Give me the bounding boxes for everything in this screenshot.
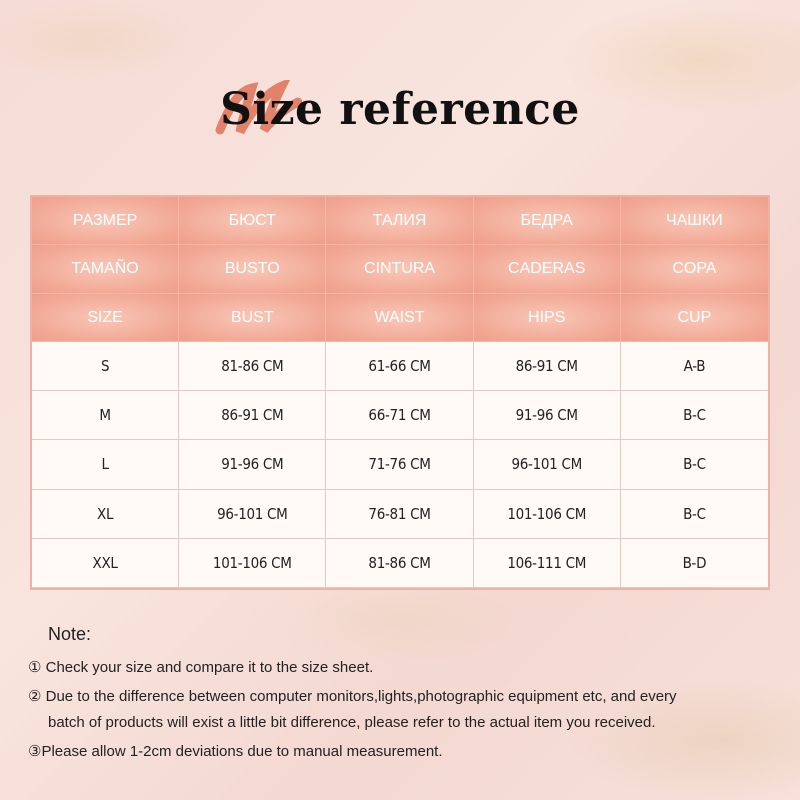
note-item: ② Due to the difference between computer… bbox=[28, 688, 677, 705]
header-cell: SIZE bbox=[32, 294, 180, 342]
table-cell: A-B bbox=[620, 342, 768, 392]
header-cell: WAIST bbox=[326, 294, 474, 342]
table-cell: XL bbox=[32, 489, 180, 539]
table-cell: B-C bbox=[620, 440, 768, 490]
page-title: Size reference bbox=[220, 84, 580, 135]
table-cell: 101-106 CM bbox=[473, 489, 621, 539]
note-item: ① Check your size and compare it to the … bbox=[28, 659, 374, 676]
header-cell: CUP bbox=[620, 294, 768, 342]
table-cell: 86-91 CM bbox=[473, 342, 621, 392]
header: Size reference bbox=[0, 70, 800, 160]
header-cell: BUST bbox=[179, 294, 327, 342]
table-cell: 61-66 CM bbox=[326, 342, 474, 392]
table-cell: 81-86 CM bbox=[326, 538, 474, 588]
header-cell: BUSTO bbox=[179, 245, 327, 294]
table-cell: 91-96 CM bbox=[473, 391, 621, 441]
table-cell: L bbox=[32, 440, 180, 490]
table-cell: B-C bbox=[620, 391, 768, 441]
note-item: batch of products will exist a little bi… bbox=[48, 714, 656, 731]
table-cell: 91-96 CM bbox=[179, 440, 327, 490]
table-cell: S bbox=[32, 342, 180, 392]
header-cell: БЮСТ bbox=[179, 197, 327, 245]
header-cell: CADERAS bbox=[473, 245, 621, 294]
table-cell: 86-91 CM bbox=[179, 391, 327, 441]
size-table: РАЗМЕР БЮСТ ТАЛИЯ БЕДРА ЧАШКИ TAMAÑO BUSTO CINT… bbox=[30, 195, 770, 590]
header-cell: COPA bbox=[620, 245, 768, 294]
table-cell: 76-81 CM bbox=[326, 489, 474, 539]
header-cell: ТАЛИЯ bbox=[326, 197, 474, 245]
brush-stroke-icon bbox=[215, 80, 302, 135]
header-cell: ЧАШКИ bbox=[620, 197, 768, 245]
table-cell: 106-111 CM bbox=[473, 538, 621, 588]
header-cell: HIPS bbox=[473, 294, 621, 342]
header-cell: TAMAÑO bbox=[32, 245, 180, 294]
table-cell: 66-71 CM bbox=[326, 391, 474, 441]
table-cell: 81-86 CM bbox=[179, 342, 327, 392]
note-item: ③Please allow 1-2cm deviations due to ma… bbox=[28, 743, 443, 760]
note-title: Note: bbox=[48, 624, 92, 644]
header-cell: БЕДРА bbox=[473, 197, 621, 245]
table-cell: 71-76 CM bbox=[326, 440, 474, 490]
header-cell: CINTURA bbox=[326, 245, 474, 294]
table-cell: 101-106 CM bbox=[179, 538, 327, 588]
table-cell: B-C bbox=[620, 489, 768, 539]
table-cell: B-D bbox=[620, 538, 768, 588]
table-cell: 96-101 CM bbox=[179, 489, 327, 539]
header-cell: РАЗМЕР bbox=[32, 197, 180, 245]
table-cell: 96-101 CM bbox=[473, 440, 621, 490]
table-cell: M bbox=[32, 391, 180, 441]
table-cell: XXL bbox=[32, 538, 180, 588]
